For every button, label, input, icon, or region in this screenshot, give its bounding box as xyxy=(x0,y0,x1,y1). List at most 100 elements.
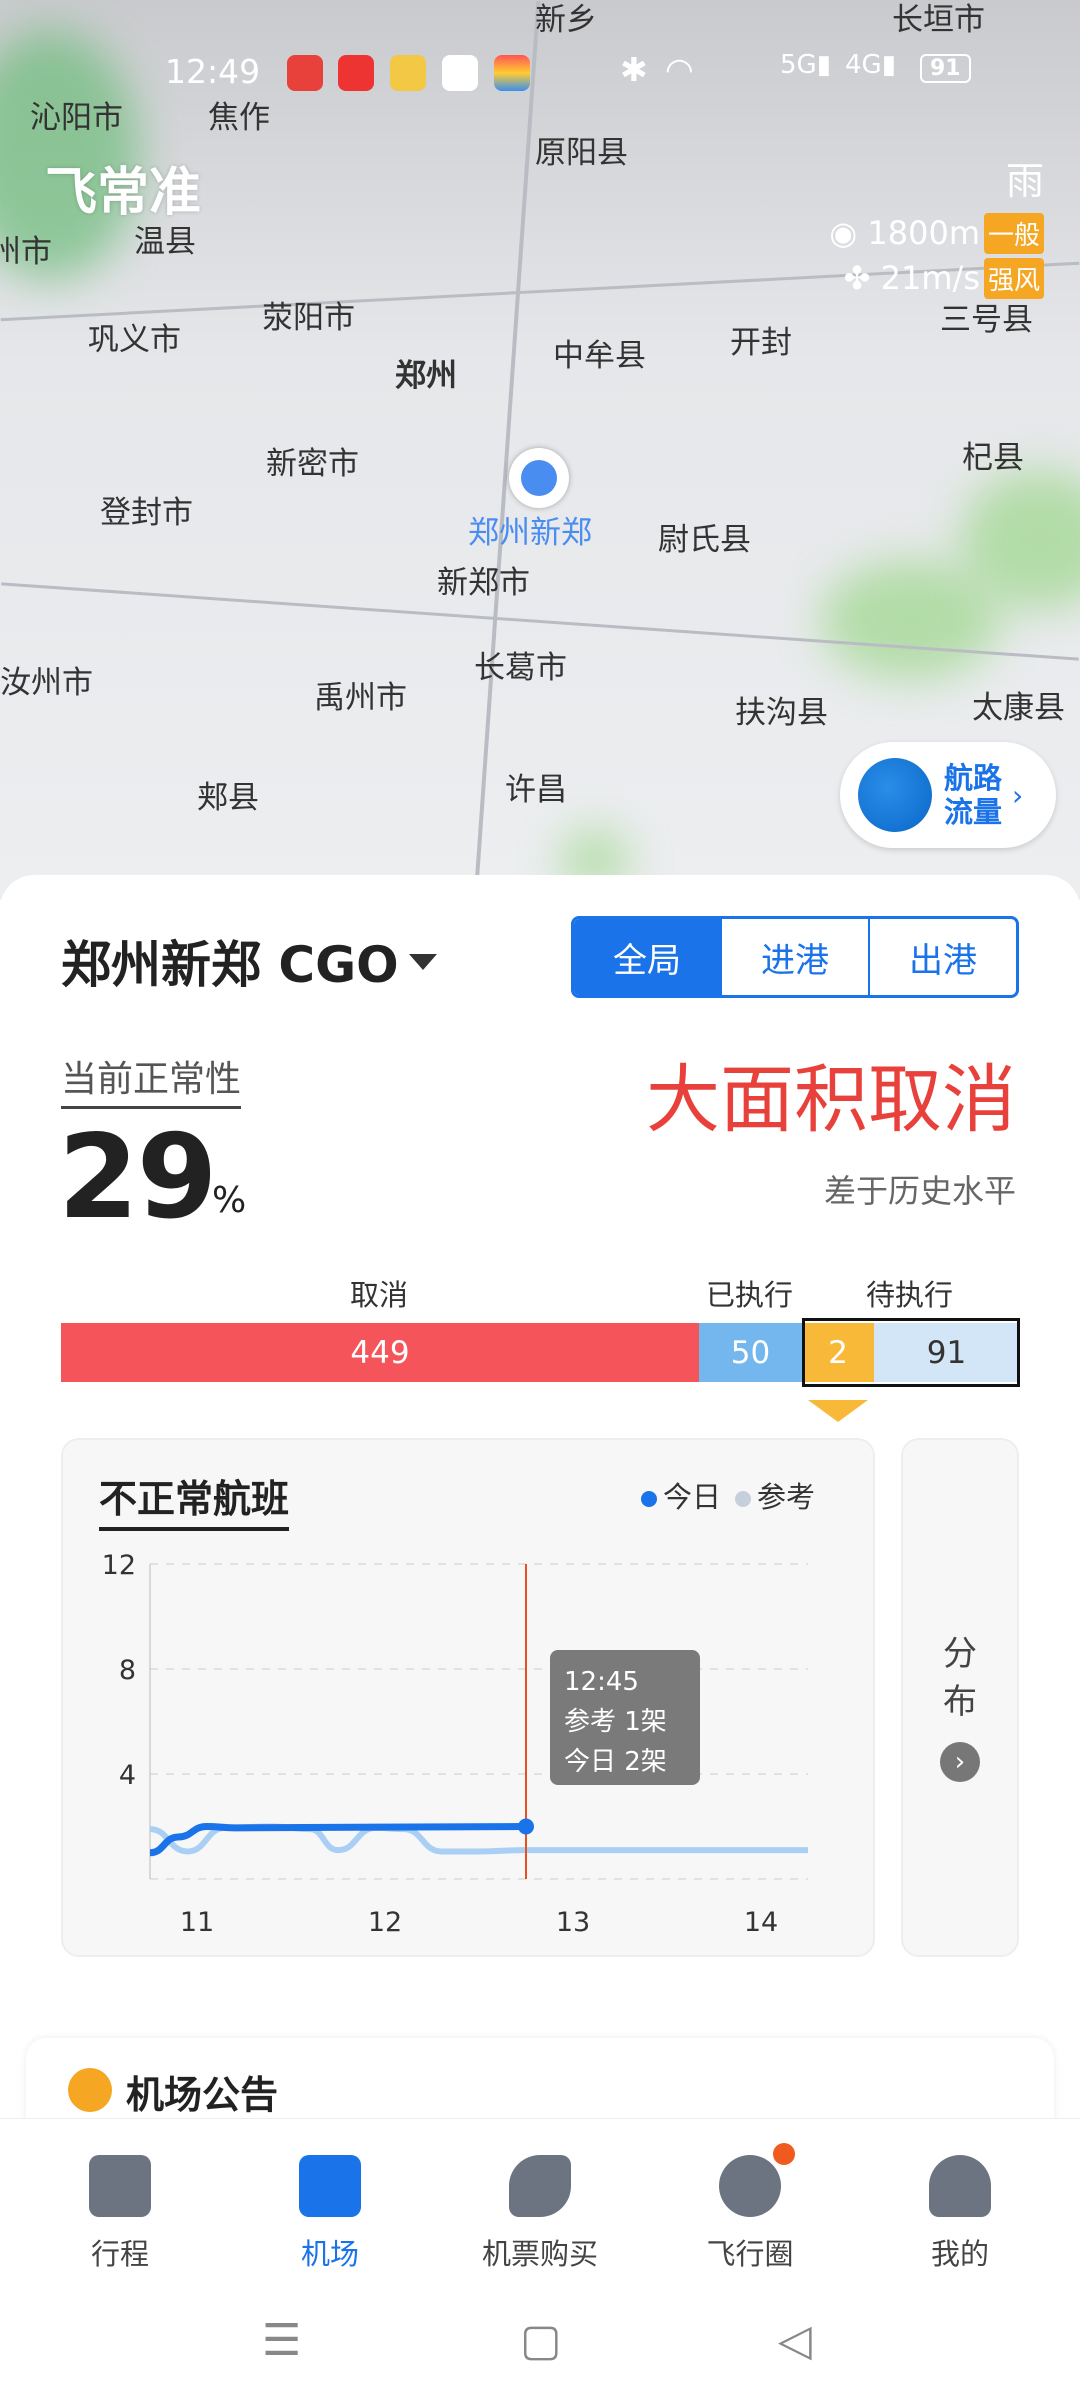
executed-label: 已执行 xyxy=(706,1278,794,1312)
4g-signal-icon: 4G▮ xyxy=(845,50,896,80)
wind-icon: ✤ xyxy=(843,259,871,297)
caret-down-icon xyxy=(408,953,437,984)
wallet-icon xyxy=(494,55,530,91)
nav-circle[interactable]: 飞行圈 xyxy=(670,2143,830,2273)
map-city-label: 杞县 xyxy=(962,440,1024,476)
traffic-label-2: 流量 xyxy=(944,795,1003,829)
bar-segment-cancelled[interactable]: 449 xyxy=(61,1323,699,1382)
notification-dot xyxy=(773,2143,795,2165)
map-city-label: 中牟县 xyxy=(553,338,646,374)
map-city-label: 荥阳市 xyxy=(262,300,355,336)
wifi-icon: ◠ xyxy=(665,50,694,89)
legend-dot-ref xyxy=(734,1491,751,1507)
x-tick-label: 14 xyxy=(744,1907,778,1938)
map-city-label: 登封市 xyxy=(100,495,193,531)
map-city-label: 新郑市 xyxy=(437,565,530,601)
location-label: 郑州新郑 xyxy=(468,515,592,551)
map-city-label: 尉氏县 xyxy=(658,522,751,558)
tooltip-text: 今日 2架 xyxy=(564,1747,667,1777)
eye-icon: ◉ xyxy=(829,214,858,252)
map-city-label: 新乡 xyxy=(535,2,597,38)
map[interactable]: 新乡 焦作 沁阳市 原阳县 温县 州市 三号县 巩义市 荥阳市 郑州 中牟县 开封 新密市 杞县 登封市 新郑… xyxy=(0,0,1080,900)
normality-compare: 差于历史水平 xyxy=(823,1172,1016,1210)
legend-today: 今日 xyxy=(662,1480,721,1514)
bar-segment-executed[interactable]: 50 xyxy=(699,1323,802,1382)
calendar-icon xyxy=(89,2155,151,2217)
distribution-card[interactable]: 分布 › xyxy=(901,1438,1019,1957)
menu-icon[interactable]: ☰ xyxy=(262,2315,302,2366)
map-city-label: 开封 xyxy=(730,325,792,361)
weather-info: 雨 ◉ 1800m 一般 ✤ 21m/s 强风 xyxy=(829,150,1044,299)
nav-trips[interactable]: 行程 xyxy=(40,2143,200,2273)
bottom-nav: 行程 机场 机票购买 飞行圈 我的 xyxy=(0,2118,1080,2400)
bell-icon xyxy=(68,2068,112,2112)
normality-label[interactable]: 当前正常性 xyxy=(61,1050,242,1109)
bar-segment-pending_delayed[interactable]: 2 xyxy=(802,1323,874,1382)
vip-icon xyxy=(390,55,426,91)
battery-icon: 91 xyxy=(920,54,971,83)
nav-label: 机票购买 xyxy=(481,2237,598,2271)
nav-me[interactable]: 我的 xyxy=(880,2143,1040,2273)
app-logo: 飞常准 xyxy=(45,163,202,223)
back-icon[interactable]: ◁ xyxy=(778,2315,812,2366)
weather-condition: 雨 xyxy=(1005,159,1044,203)
notice-title: 机场公告 xyxy=(126,2073,279,2117)
pointer-triangle xyxy=(808,1400,868,1422)
wind-tag: 强风 xyxy=(983,258,1044,299)
user-icon xyxy=(929,2155,991,2217)
map-city-label: 扶沟县 xyxy=(735,695,828,731)
baidu-icon xyxy=(442,55,478,91)
bar-segment-pending[interactable]: 91 xyxy=(874,1323,1019,1382)
visibility-tag: 一般 xyxy=(983,213,1044,254)
nav-label: 我的 xyxy=(930,2237,989,2271)
chevron-right-icon: › xyxy=(1012,778,1024,812)
series-line-today xyxy=(149,1822,527,1857)
y-tick-label: 8 xyxy=(119,1655,136,1686)
today-point xyxy=(518,1818,534,1835)
status-bar: 12:49 91 ✱ ◠ 5G▮ 4G▮ xyxy=(0,50,1080,96)
traffic-label-1: 航路 xyxy=(944,761,1003,795)
airport-selector[interactable]: 郑州新郑 CGO xyxy=(61,925,437,997)
cancelled-label: 取消 xyxy=(350,1278,409,1312)
x-tick-label: 11 xyxy=(180,1907,214,1938)
tab-all[interactable]: 全局 xyxy=(574,919,720,995)
tab-arrival[interactable]: 进港 xyxy=(720,919,868,995)
map-city-label: 原阳县 xyxy=(535,135,628,171)
bluetooth-icon: ✱ xyxy=(620,50,648,89)
video-app-icon xyxy=(287,55,323,91)
map-city-label: 汝州市 xyxy=(0,665,93,701)
normality-value: 29 xyxy=(58,1110,217,1245)
airplane-icon xyxy=(509,2155,571,2217)
nav-tickets[interactable]: 机票购买 xyxy=(460,2143,620,2273)
map-city-label: 长垣市 xyxy=(892,2,985,38)
route-traffic-button[interactable]: 航路 流量 › xyxy=(840,742,1056,848)
map-city-label: 禹州市 xyxy=(314,680,407,716)
x-tick-label: 13 xyxy=(556,1907,590,1938)
nav-label: 飞行圈 xyxy=(706,2237,794,2271)
map-city-label: 沁阳市 xyxy=(30,100,123,136)
tab-departure[interactable]: 出港 xyxy=(868,919,1016,995)
legend-dot-today xyxy=(640,1491,657,1507)
flights-bar[interactable]: 449 50 2 91 xyxy=(61,1323,1019,1382)
map-city-label: 郏县 xyxy=(197,780,259,816)
airport-name: 郑州新郑 CGO xyxy=(61,936,399,994)
nav-airport[interactable]: 机场 xyxy=(250,2143,410,2273)
current-location-marker xyxy=(509,448,569,508)
map-city-label: 新密市 xyxy=(266,446,359,482)
control-tower-icon xyxy=(299,2155,361,2217)
irregular-flights-card[interactable]: 不正常航班 今日 参考 4 8 12 11 12 13 14 12:45 参考 1架 今日 2架 xyxy=(61,1438,875,1957)
chart-legend: 今日 参考 xyxy=(627,1474,815,1516)
direction-tabs: 全局 进港 出港 xyxy=(571,916,1019,998)
home-icon[interactable]: ▢ xyxy=(520,2315,562,2366)
distribution-label: 分布 xyxy=(943,1634,977,1722)
y-tick-label: 12 xyxy=(102,1550,136,1581)
map-city-label: 焦作 xyxy=(208,100,270,136)
x-tick-label: 12 xyxy=(368,1907,402,1938)
tooltip-text: 参考 1架 xyxy=(564,1707,667,1737)
chevron-right-icon[interactable]: › xyxy=(940,1742,980,1782)
nav-label: 机场 xyxy=(300,2237,359,2271)
normality-status: 大面积取消 xyxy=(646,1057,1016,1143)
tooltip-text: 12:45 xyxy=(564,1667,639,1697)
map-city-label: 巩义市 xyxy=(88,322,181,358)
